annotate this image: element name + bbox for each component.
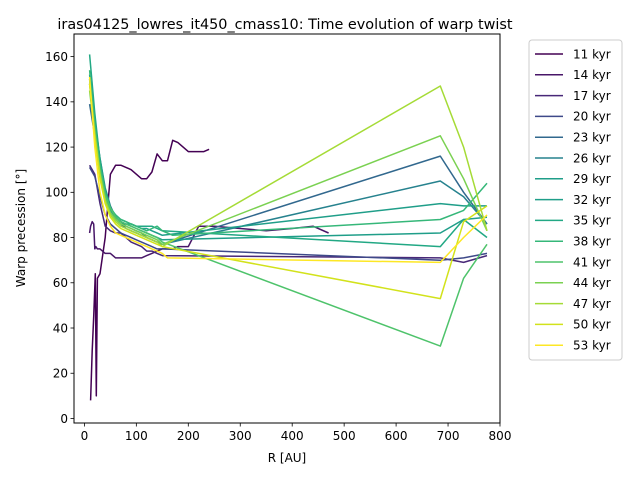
legend-label-4: 23 kyr <box>573 131 611 145</box>
legend-label-3: 20 kyr <box>573 110 611 124</box>
x-axis-ticks: 0 100 200 300 400 500 600 700 800 <box>81 423 512 443</box>
x-tick-label-4: 400 <box>281 429 304 443</box>
y-tick-label-4: 80 <box>53 231 68 245</box>
legend-label-10: 41 kyr <box>573 255 611 269</box>
legend-box <box>528 39 623 361</box>
x-tick-label-1: 100 <box>125 429 148 443</box>
y-tick-label-5: 100 <box>45 186 68 200</box>
legend-label-7: 32 kyr <box>573 193 611 207</box>
series-line-1 <box>88 220 329 259</box>
legend: 11 kyr 14 kyr 17 kyr 20 kyr 23 kyr 26 kyr 29 k… <box>528 39 623 361</box>
x-tick-label-2: 200 <box>177 429 200 443</box>
legend-label-12: 47 kyr <box>573 297 611 311</box>
legend-label-5: 26 kyr <box>573 151 611 165</box>
legend-label-0: 11 kyr <box>573 47 611 61</box>
y-tick-label-3: 60 <box>53 276 68 290</box>
legend-label-8: 35 kyr <box>573 214 611 228</box>
series-line-10 <box>88 79 488 347</box>
legend-label-13: 50 kyr <box>573 318 611 332</box>
series-line-7 <box>88 79 487 237</box>
y-tick-label-8: 160 <box>45 50 68 64</box>
series-line-14 <box>88 76 488 264</box>
y-tick-label-1: 20 <box>53 367 68 381</box>
series-line-13 <box>88 83 488 300</box>
y-axis-ticks: 0 20 40 60 80 100 120 140 160 <box>45 50 74 426</box>
series-line-9 <box>88 70 488 237</box>
series-line-0 <box>89 139 210 401</box>
chart-title: iras04125_lowres_it450_cmass10: Time evo… <box>57 17 512 33</box>
plot-frame <box>73 33 501 424</box>
plot-lines <box>88 54 488 401</box>
y-tick-label-2: 40 <box>53 321 68 335</box>
series-line-12 <box>88 83 488 248</box>
legend-label-6: 29 kyr <box>573 172 611 186</box>
legend-label-11: 44 kyr <box>573 276 611 290</box>
series-line-8 <box>88 54 488 248</box>
x-tick-label-6: 600 <box>385 429 408 443</box>
legend-label-2: 17 kyr <box>573 89 611 103</box>
x-tick-label-5: 500 <box>333 429 356 443</box>
legend-label-1: 14 kyr <box>573 68 611 82</box>
legend-label-9: 38 kyr <box>573 235 611 249</box>
legend-label-14: 53 kyr <box>573 339 611 353</box>
x-tick-label-3: 300 <box>229 429 252 443</box>
x-tick-label-0: 0 <box>81 429 89 443</box>
y-tick-label-7: 140 <box>45 95 68 109</box>
x-axis-label: R [AU] <box>268 451 307 465</box>
x-tick-label-8: 800 <box>489 429 512 443</box>
y-axis-label: Warp precession [°] <box>14 169 28 287</box>
x-tick-label-7: 700 <box>437 429 460 443</box>
y-tick-label-6: 120 <box>45 140 68 154</box>
y-tick-label-0: 0 <box>60 412 68 426</box>
